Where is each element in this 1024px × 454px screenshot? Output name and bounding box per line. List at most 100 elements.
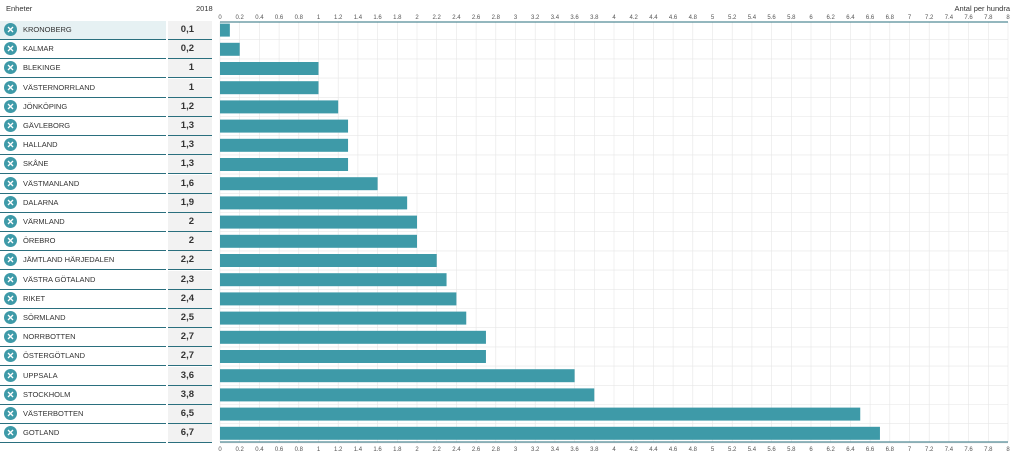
bar bbox=[220, 330, 486, 344]
remove-region-button[interactable] bbox=[4, 215, 17, 228]
x-tick-label-bottom: 7 bbox=[908, 447, 912, 453]
x-tick-label-bottom: 7.6 bbox=[964, 447, 973, 453]
x-tick-label-bottom: 6.6 bbox=[866, 447, 875, 453]
region-name: RIKET bbox=[23, 293, 46, 303]
region-value-cell: 6,7 bbox=[168, 424, 212, 444]
remove-region-button[interactable] bbox=[4, 349, 17, 363]
region-name-cell: VÄSTMANLAND bbox=[0, 174, 166, 194]
region-value-cell: 0,2 bbox=[168, 40, 212, 60]
list-item: RIKET 2,4 bbox=[0, 289, 214, 309]
list-item: GOTLAND 6,7 bbox=[0, 424, 214, 444]
remove-region-button[interactable] bbox=[4, 253, 17, 267]
region-name: HALLAND bbox=[23, 140, 58, 150]
list-item: SKÅNE 1,3 bbox=[0, 155, 214, 175]
bar bbox=[220, 388, 595, 402]
remove-region-button[interactable] bbox=[4, 80, 17, 94]
region-name: JÖNKÖPING bbox=[23, 101, 68, 111]
bar bbox=[220, 426, 880, 440]
x-tick-label-bottom: 2.4 bbox=[452, 447, 461, 453]
list-item: VÄSTMANLAND 1,6 bbox=[0, 174, 214, 194]
region-value: 1 bbox=[188, 62, 194, 74]
close-icon bbox=[7, 314, 14, 321]
x-tick-label-bottom: 4.2 bbox=[630, 447, 639, 453]
remove-region-button[interactable] bbox=[4, 272, 17, 286]
region-value-cell: 1,3 bbox=[168, 117, 212, 136]
remove-region-button[interactable] bbox=[4, 157, 17, 171]
remove-region-button[interactable] bbox=[4, 176, 17, 190]
region-value: 1,3 bbox=[180, 139, 194, 151]
close-icon bbox=[7, 199, 14, 206]
x-tick-label-top: 7.4 bbox=[945, 15, 954, 21]
region-name-cell: ÖREBRO bbox=[0, 232, 166, 252]
remove-region-button[interactable] bbox=[4, 330, 17, 344]
region-name: VÄSTMANLAND bbox=[23, 178, 80, 188]
remove-region-button[interactable] bbox=[4, 234, 17, 248]
remove-region-button[interactable] bbox=[4, 42, 17, 56]
x-tick-label-top: 5.4 bbox=[748, 15, 757, 21]
close-icon bbox=[7, 218, 14, 225]
region-name-cell: HALLAND bbox=[0, 136, 166, 156]
remove-region-button[interactable] bbox=[4, 23, 17, 36]
remove-region-button[interactable] bbox=[4, 99, 17, 113]
region-name-cell: BLEKINGE bbox=[0, 59, 166, 79]
x-tick-label-top: 4.4 bbox=[649, 15, 658, 21]
region-name-cell: VÄSTRA GÖTALAND bbox=[0, 270, 166, 290]
remove-region-button[interactable] bbox=[4, 368, 17, 382]
region-value-cell: 2,7 bbox=[168, 328, 212, 348]
region-value-cell: 1 bbox=[168, 78, 212, 98]
remove-region-button[interactable] bbox=[4, 407, 17, 420]
bar bbox=[220, 177, 378, 191]
remove-region-button[interactable] bbox=[4, 311, 17, 324]
region-value-cell: 2,4 bbox=[168, 289, 212, 309]
bar bbox=[220, 407, 861, 421]
x-tick-label-bottom: 3.6 bbox=[570, 447, 579, 453]
region-value: 2,4 bbox=[180, 292, 194, 304]
x-tick-label-bottom: 4 bbox=[612, 447, 616, 453]
region-value-cell: 2,3 bbox=[168, 270, 212, 290]
x-tick-label-top: 4 bbox=[612, 15, 616, 21]
region-value-cell: 0,1 bbox=[168, 21, 212, 40]
x-tick-label-top: 6.8 bbox=[886, 15, 895, 21]
region-name-cell: DALARNA bbox=[0, 193, 166, 213]
region-value: 2 bbox=[188, 216, 194, 227]
region-name-cell: VÄSTERNORRLAND bbox=[0, 78, 166, 98]
remove-region-button[interactable] bbox=[4, 119, 17, 132]
bar bbox=[220, 350, 486, 363]
remove-region-button[interactable] bbox=[4, 138, 17, 152]
close-icon bbox=[7, 160, 14, 167]
region-value: 2 bbox=[188, 235, 194, 247]
x-tick-label-bottom: 3 bbox=[514, 447, 518, 453]
x-tick-label-bottom: 1 bbox=[317, 447, 321, 453]
close-icon bbox=[7, 410, 14, 417]
region-value-cell: 2 bbox=[168, 213, 212, 232]
x-tick-label-top: 5.2 bbox=[728, 15, 737, 21]
x-tick-label-top: 2.6 bbox=[472, 15, 481, 21]
x-tick-label-bottom: 2 bbox=[415, 447, 419, 453]
x-tick-label-top: 7.2 bbox=[925, 15, 934, 21]
region-name: VÄSTERNORRLAND bbox=[23, 82, 96, 92]
remove-region-button[interactable] bbox=[4, 291, 17, 305]
region-value-cell: 3,6 bbox=[168, 366, 212, 386]
x-tick-label-top: 0.2 bbox=[236, 15, 245, 21]
x-tick-label-bottom: 4.4 bbox=[649, 447, 658, 453]
x-tick-label-top: 1.6 bbox=[373, 15, 382, 21]
remove-region-button[interactable] bbox=[4, 61, 17, 75]
region-value: 3,8 bbox=[180, 388, 194, 400]
bar bbox=[220, 23, 230, 37]
region-value: 6,5 bbox=[180, 408, 194, 419]
remove-region-button[interactable] bbox=[4, 426, 17, 440]
remove-region-button[interactable] bbox=[4, 195, 17, 209]
close-icon bbox=[7, 372, 14, 379]
region-value: 2,7 bbox=[180, 350, 194, 362]
x-tick-label-top: 0.8 bbox=[295, 15, 304, 21]
region-value: 2,5 bbox=[180, 312, 194, 323]
x-tick-label-top: 1.2 bbox=[334, 15, 343, 21]
region-name-cell: NORRBOTTEN bbox=[0, 328, 166, 348]
region-value: 2,3 bbox=[180, 273, 194, 285]
x-tick-label-bottom: 5.8 bbox=[787, 447, 796, 453]
close-icon bbox=[7, 45, 14, 52]
bar bbox=[220, 81, 319, 95]
x-tick-label-top: 6.2 bbox=[827, 15, 836, 21]
remove-region-button[interactable] bbox=[4, 387, 17, 401]
list-item: VÄSTERNORRLAND 1 bbox=[0, 78, 214, 98]
